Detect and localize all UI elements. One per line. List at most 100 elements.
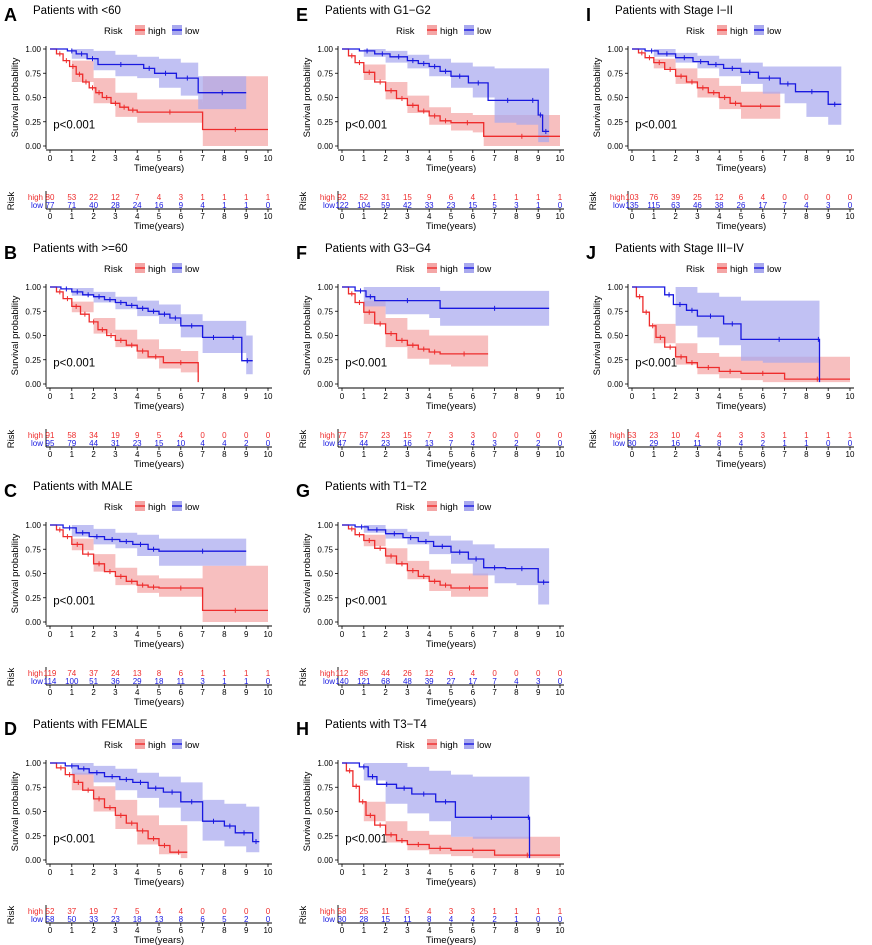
- risk-x-tick-label: 10: [556, 926, 565, 935]
- y-tick-label: 0.75: [25, 307, 41, 316]
- risk-count-low: 0: [558, 677, 563, 686]
- risk-count-high: 0: [492, 669, 497, 678]
- risk-count-low: 1: [244, 201, 249, 210]
- panel-letter: F: [296, 243, 307, 263]
- legend-low-label: low: [767, 264, 781, 275]
- risk-count-low: 44: [359, 439, 368, 448]
- risk-x-tick-label: 0: [48, 688, 53, 697]
- risk-count-low: 4: [471, 439, 476, 448]
- y-tick-label: 0.50: [317, 570, 333, 579]
- risk-x-tick-label: 6: [179, 926, 184, 935]
- legend: Risk high low: [686, 263, 781, 275]
- confidence-band-low: [632, 49, 842, 125]
- risk-table-title: Risk: [6, 430, 17, 449]
- risk-x-tick-label: 10: [264, 926, 273, 935]
- risk-count-low: 122: [335, 201, 349, 210]
- risk-x-tick-label: 0: [48, 212, 53, 221]
- risk-count-low: 46: [693, 201, 702, 210]
- risk-count-high: 10: [671, 431, 680, 440]
- risk-count-high: 119: [44, 669, 57, 678]
- x-tick-label: 2: [673, 392, 678, 401]
- risk-count-low: 0: [558, 201, 563, 210]
- risk-count-high: 0: [200, 431, 205, 440]
- risk-count-low: 58: [46, 915, 55, 924]
- y-axis-title: Survival probability: [302, 533, 313, 613]
- x-tick-label: 3: [695, 392, 700, 401]
- risk-x-axis-title: Time(years): [716, 221, 766, 232]
- x-tick-label: 8: [514, 868, 519, 877]
- p-value: p<0.001: [53, 596, 95, 608]
- risk-row-label-low: low: [323, 677, 335, 686]
- risk-x-tick-label: 7: [492, 688, 497, 697]
- risk-count-high: 4: [179, 907, 184, 916]
- confidence-band-low: [342, 763, 530, 860]
- survival-curve-high: [342, 762, 560, 856]
- x-tick-label: 1: [70, 392, 75, 401]
- risk-count-high: 11: [381, 907, 390, 916]
- y-tick-label: 0.75: [25, 783, 41, 792]
- risk-count-high: 0: [200, 907, 205, 916]
- risk-count-low: 140: [335, 677, 349, 686]
- risk-count-low: 24: [133, 201, 142, 210]
- risk-x-tick-label: 2: [383, 212, 388, 221]
- risk-count-high: 74: [67, 669, 76, 678]
- risk-count-high: 34: [89, 431, 98, 440]
- x-tick-label: 9: [536, 154, 541, 163]
- panel-title: Patients with >=60: [33, 243, 128, 255]
- risk-count-high: 1: [826, 431, 831, 440]
- risk-row-label-low: low: [323, 915, 335, 924]
- risk-count-low: 2: [536, 439, 541, 448]
- risk-count-high: 57: [359, 431, 368, 440]
- confidence-band-low: [50, 763, 260, 853]
- x-tick-label: 4: [135, 392, 140, 401]
- x-tick-label: 5: [157, 868, 162, 877]
- x-tick-label: 7: [200, 630, 205, 639]
- x-tick-label: 4: [135, 630, 140, 639]
- risk-count-low: 0: [826, 439, 831, 448]
- risk-x-tick-label: 9: [536, 450, 541, 459]
- risk-count-high: 23: [381, 431, 390, 440]
- x-tick-label: 0: [340, 630, 345, 639]
- risk-x-tick-label: 10: [846, 212, 855, 221]
- risk-count-high: 3: [449, 431, 454, 440]
- y-tick-label: 0.50: [25, 94, 41, 103]
- x-tick-label: 9: [536, 868, 541, 877]
- y-tick-label: 0.50: [607, 94, 623, 103]
- y-tick-label: 0.75: [317, 545, 333, 554]
- risk-count-high: 3: [449, 907, 454, 916]
- risk-count-low: 23: [111, 915, 120, 924]
- risk-x-tick-label: 5: [157, 926, 162, 935]
- risk-count-high: 1: [848, 431, 853, 440]
- y-tick-label: 0.25: [25, 594, 41, 603]
- risk-count-high: 3: [739, 431, 744, 440]
- x-tick-label: 7: [492, 154, 497, 163]
- legend-high-label: high: [148, 740, 166, 751]
- y-tick-label: 0.50: [317, 808, 333, 817]
- risk-x-tick-label: 7: [200, 688, 205, 697]
- x-tick-label: 10: [556, 392, 565, 401]
- risk-x-axis-title: Time(years): [426, 697, 476, 708]
- risk-x-tick-label: 0: [340, 926, 345, 935]
- y-tick-label: 1.00: [317, 521, 333, 530]
- risk-count-high: 52: [359, 193, 368, 202]
- risk-count-high: 1: [782, 431, 787, 440]
- confidence-band-low: [342, 49, 550, 143]
- x-tick-label: 3: [113, 392, 118, 401]
- risk-count-high: 9: [135, 431, 140, 440]
- risk-count-high: 53: [628, 431, 637, 440]
- legend-title: Risk: [396, 264, 415, 275]
- risk-x-tick-label: 9: [244, 688, 249, 697]
- risk-x-tick-label: 8: [514, 212, 519, 221]
- risk-x-tick-label: 8: [222, 212, 227, 221]
- risk-x-tick-label: 9: [536, 212, 541, 221]
- y-tick-label: 0.00: [25, 142, 41, 151]
- risk-count-low: 18: [155, 677, 164, 686]
- legend-high-label: high: [440, 740, 458, 751]
- y-axis-title: Survival probability: [592, 57, 603, 137]
- risk-count-high: 22: [89, 193, 98, 202]
- y-tick-label: 0.00: [317, 380, 333, 389]
- risk-x-tick-label: 6: [179, 688, 184, 697]
